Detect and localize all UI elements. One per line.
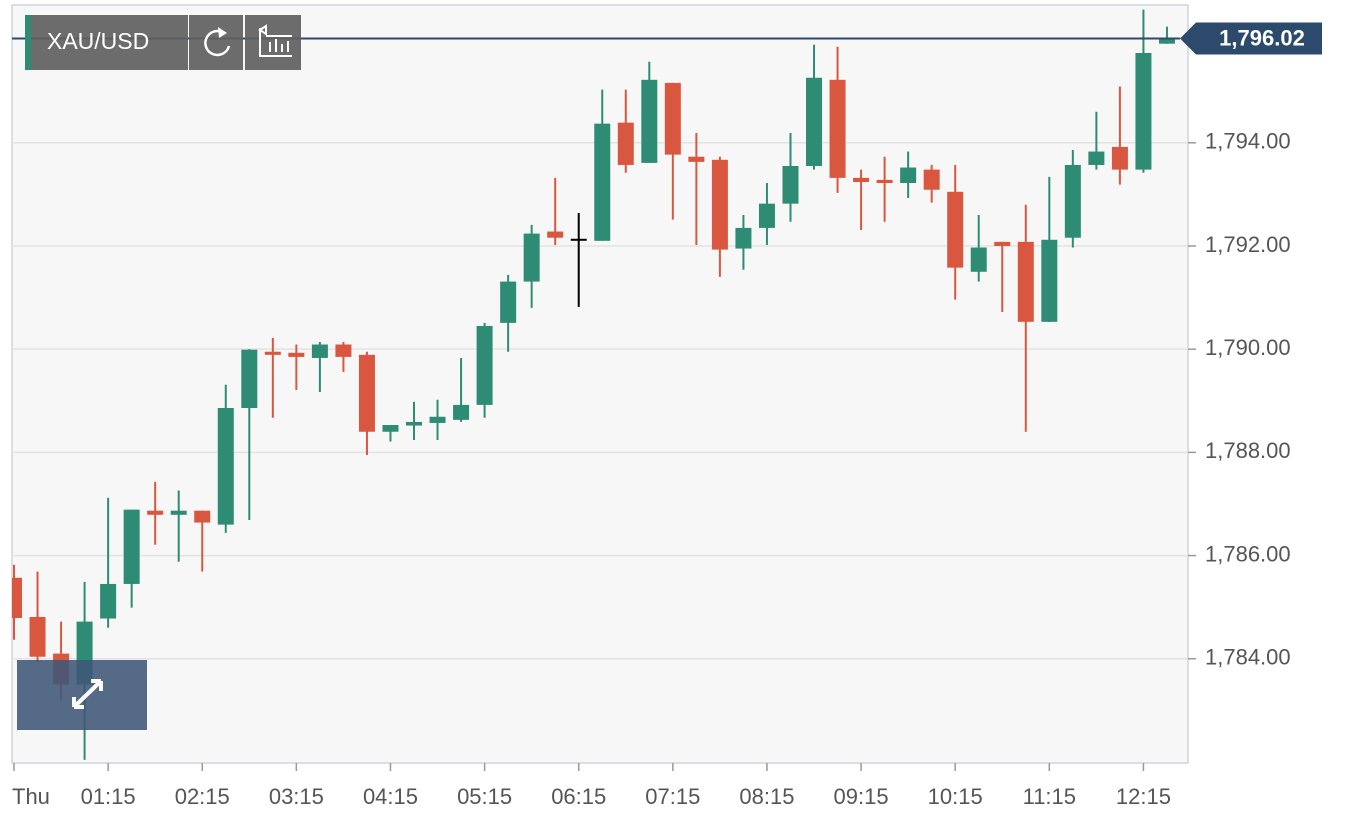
candle-body — [1064, 164, 1081, 238]
candle-body — [829, 79, 846, 178]
x-tick-label: 08:15 — [739, 784, 794, 809]
candle-body — [900, 167, 917, 184]
x-tick-label: 03:15 — [269, 784, 324, 809]
candle-body — [594, 123, 611, 241]
candle-body — [147, 510, 164, 515]
x-tick-label: 04:15 — [363, 784, 418, 809]
chart-type-icon — [258, 24, 292, 57]
candle-body — [311, 344, 328, 358]
y-tick-label: 1,786.00 — [1205, 541, 1291, 566]
candle-body — [453, 404, 470, 420]
y-tick-label: 1,788.00 — [1205, 438, 1291, 463]
symbol-box: XAU/USD — [25, 15, 188, 70]
x-tick-label: 12:15 — [1116, 784, 1171, 809]
x-tick-label: 01:15 — [81, 784, 136, 809]
refresh-arrow — [218, 27, 227, 38]
refresh-background[interactable] — [189, 15, 243, 70]
candle-body — [876, 179, 893, 184]
candle-body — [735, 227, 752, 249]
candle-body — [1135, 52, 1152, 170]
candle-body — [570, 238, 587, 241]
candle-body — [500, 281, 517, 323]
y-tick-label: 1,790.00 — [1205, 335, 1291, 360]
symbol-title: XAU/USD — [47, 28, 149, 54]
chart-type-button[interactable] — [245, 15, 301, 70]
candle-body — [406, 421, 423, 426]
candle-body — [1017, 241, 1034, 322]
candle-body — [664, 82, 681, 155]
candle-body — [923, 169, 940, 190]
x-tick-label: 02:15 — [175, 784, 230, 809]
plot-area — [11, 4, 1189, 764]
refresh-button[interactable] — [189, 15, 243, 70]
symbol-background — [25, 15, 188, 70]
candle-body — [641, 79, 658, 163]
candle-body — [429, 416, 446, 423]
candle-body — [29, 616, 46, 657]
expand-background[interactable] — [17, 660, 147, 730]
candle-body — [264, 351, 281, 355]
candle-body — [994, 241, 1011, 246]
candle-body — [782, 165, 799, 204]
candle-body — [194, 510, 211, 523]
candle-body — [100, 583, 117, 619]
candle-body — [806, 77, 823, 166]
symbol-stripe — [25, 15, 31, 70]
x-tick-label: 09:15 — [834, 784, 889, 809]
candle-body — [711, 159, 728, 250]
x-tick-label: 06:15 — [551, 784, 606, 809]
candle-body — [853, 177, 870, 182]
candle-body — [688, 156, 705, 162]
price-tag-label: 1,796.02 — [1219, 25, 1305, 50]
candle-body — [1158, 38, 1175, 44]
candle-body — [217, 407, 234, 525]
y-tick-label: 1,794.00 — [1205, 129, 1291, 154]
candle-body — [335, 344, 352, 357]
x-tick-label: 11:15 — [1023, 784, 1076, 809]
refresh-icon — [204, 29, 231, 57]
candle-body — [382, 425, 399, 432]
x-tick-label: Thu — [12, 784, 50, 809]
candle-body — [617, 122, 634, 165]
candle-body — [476, 325, 493, 405]
candle-body — [241, 349, 258, 408]
candle-body — [12, 577, 22, 619]
expand-button[interactable] — [17, 660, 147, 730]
x-tick-label: 05:15 — [457, 784, 512, 809]
overlay-layer: XAU/USD 1,796.02 — [12, 15, 1322, 730]
candle-body — [970, 247, 987, 272]
candle-body — [1088, 151, 1105, 165]
candle-body — [523, 233, 540, 282]
price-tag — [1180, 22, 1322, 55]
candle-body — [1041, 239, 1058, 322]
candle-body — [288, 352, 305, 357]
candle-layer — [12, 9, 1175, 760]
expand-icon — [72, 679, 103, 709]
candle-body — [170, 510, 187, 515]
grid-layer: 1,784.00 1,786.00 1,788.00 1,790.00 1,792.00… — [12, 129, 1291, 809]
candle-body — [758, 203, 775, 228]
x-tick-label: 10:15 — [928, 784, 983, 809]
y-tick-label: 1,784.00 — [1205, 645, 1291, 670]
candle-body — [1111, 146, 1128, 170]
candle-body — [358, 354, 375, 432]
candle-body — [123, 509, 140, 584]
candle-body — [947, 191, 964, 268]
chart-type-background[interactable] — [245, 15, 301, 70]
candle-body — [547, 231, 564, 238]
x-tick-label: 07:15 — [645, 784, 700, 809]
y-tick-label: 1,792.00 — [1205, 232, 1291, 257]
